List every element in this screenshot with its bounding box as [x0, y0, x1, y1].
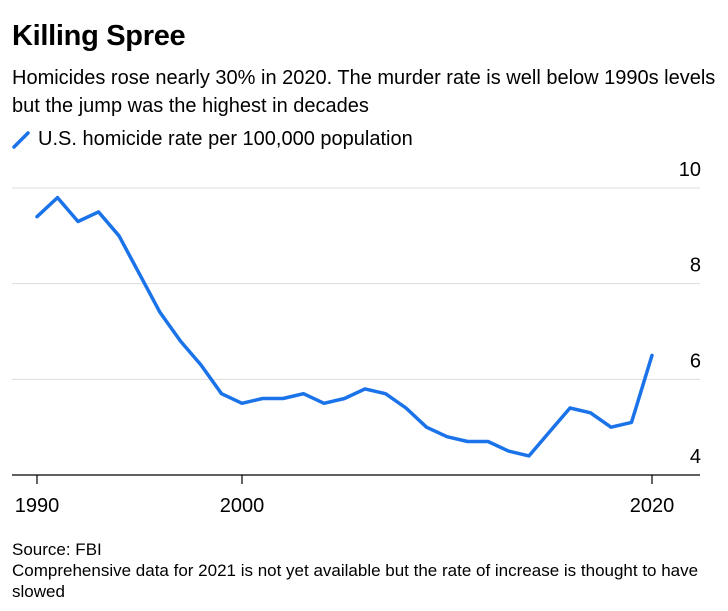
chart-subtitle: Homicides rose nearly 30% in 2020. The m…: [12, 67, 716, 117]
y-tick-label: 10: [679, 159, 701, 181]
y-tick-label: 4: [690, 446, 701, 468]
data-note: Comprehensive data for 2021 is not yet a…: [12, 561, 699, 601]
source-note: Source: FBI: [12, 540, 102, 559]
line-chart: 4 6 8 10 1990 2000 2020: [12, 159, 701, 517]
y-tick-label: 8: [690, 255, 701, 277]
chart-title: Killing Spree: [12, 20, 186, 52]
y-tick-label: 6: [690, 350, 701, 372]
x-tick-label: 1990: [15, 495, 60, 517]
x-tick-label: 2000: [220, 495, 265, 517]
legend-label: U.S. homicide rate per 100,000 populatio…: [38, 128, 413, 150]
legend: U.S. homicide rate per 100,000 populatio…: [12, 128, 413, 151]
series-line-homicide-rate: [35, 195, 654, 458]
footer: Source: FBI Comprehensive data for 2021 …: [12, 539, 712, 602]
legend-line-icon: [12, 130, 30, 149]
x-tick-label: 2020: [630, 495, 675, 517]
